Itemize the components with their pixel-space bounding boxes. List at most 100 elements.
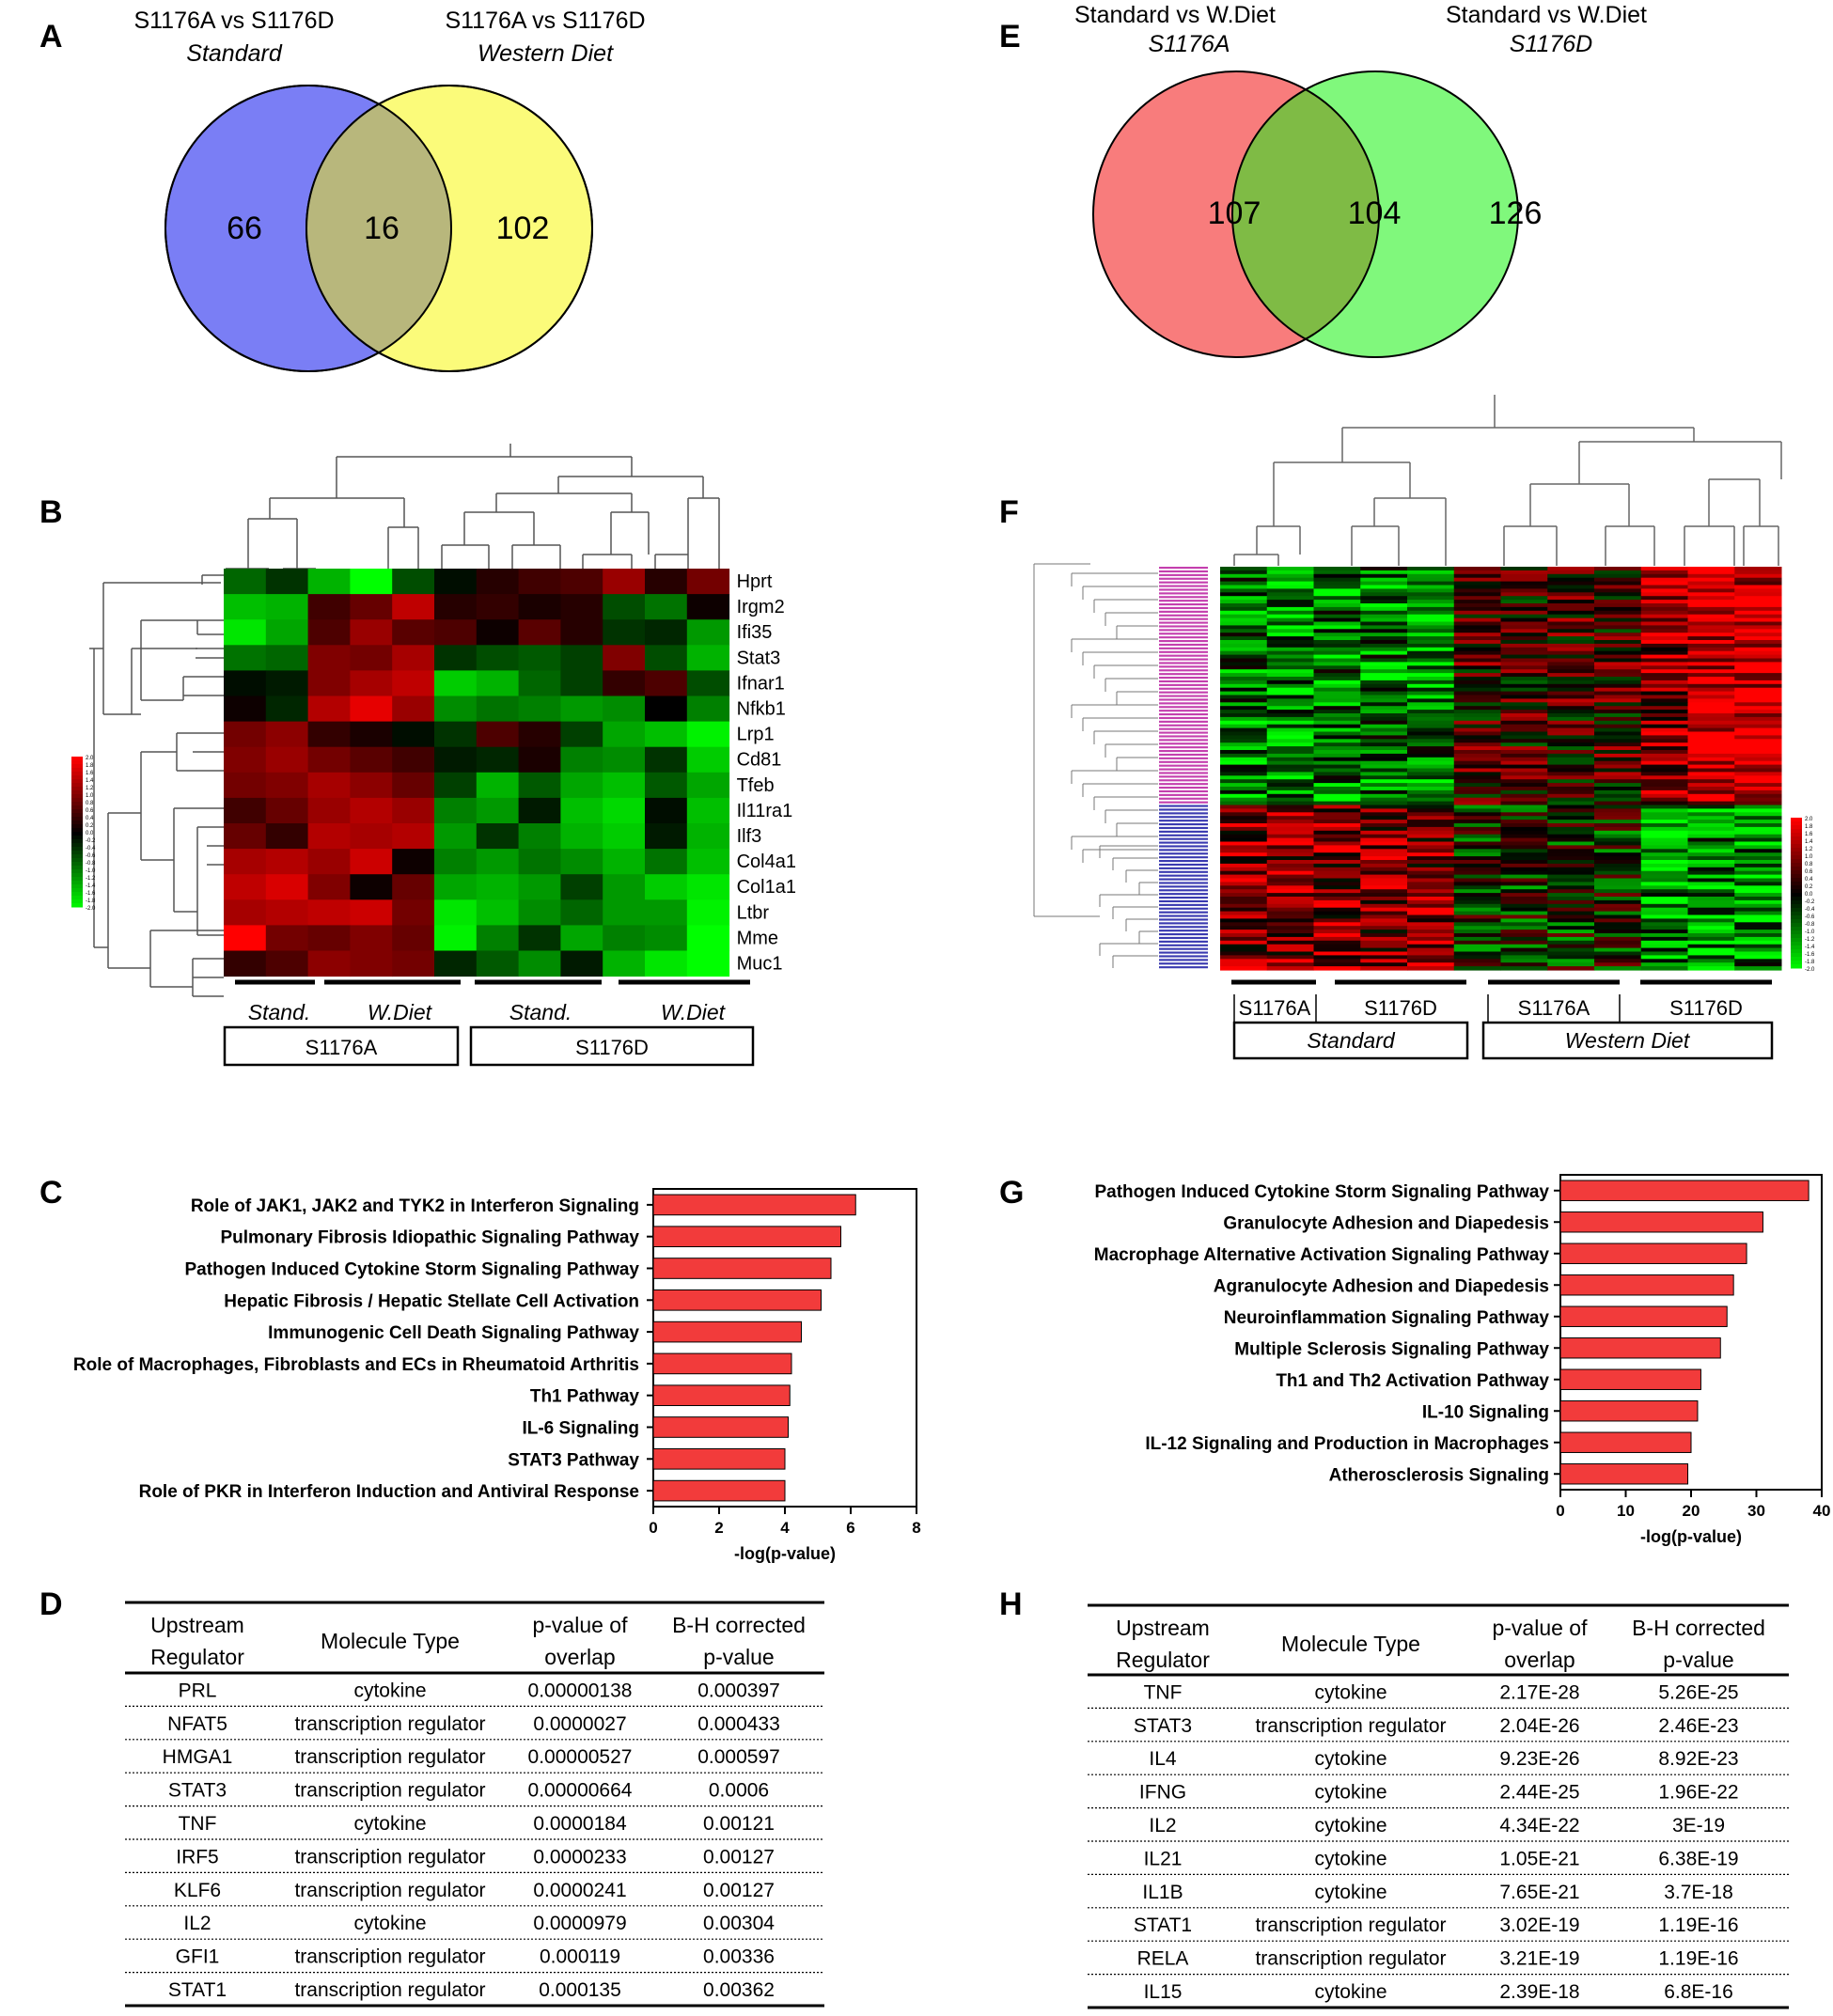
heatmap-cell [1313,947,1361,953]
colorbar-tick: 0.4 [86,816,94,821]
heatmap-cell [1687,687,1735,693]
heatmap-cell [1453,757,1501,762]
heatmap-cell [1687,947,1735,953]
colorbar-segment [71,757,83,761]
cluster-row-marker [1159,893,1208,896]
colorbar-segment [1791,930,1802,935]
heatmap-cell [1734,633,1782,637]
heatmap-cell [1500,962,1548,967]
heatmap-cell [1734,816,1782,820]
heatmap-cell [645,670,688,696]
heatmap-cell [1360,830,1408,836]
heatmap-cell [1407,959,1455,963]
category-label: Role of Macrophages, Fibroblasts and ECs… [73,1355,639,1375]
colorbar-tick: -0.8 [86,861,96,867]
heatmap-cell [1407,581,1455,586]
heatmap-cell [1220,882,1268,886]
colorbar-tick: 0.6 [86,808,94,814]
heatmap-cell [1407,606,1455,612]
dendrogram-branch [1116,757,1158,771]
heatmap-cell [686,874,730,900]
heatmap-cell [1687,764,1735,770]
cluster-row-marker [1159,852,1208,855]
cluster-row-marker [1159,870,1208,873]
heatmap-cell [1687,727,1735,733]
x-tick-label: 4 [780,1519,790,1537]
heatmap-cell [1500,966,1548,971]
heatmap-cell [1547,753,1595,758]
cluster-row-marker [1159,610,1208,613]
heatmap-cell [1547,614,1595,619]
heatmap-cell [1640,600,1688,604]
heatmap-cell [1734,820,1782,824]
heatmap-cell [1453,650,1501,656]
cluster-row-marker [1159,764,1208,767]
heatmap-cell [307,874,351,900]
heatmap-cell [1500,600,1548,604]
heatmap-cell [1500,617,1548,623]
heatmap-cell [1313,805,1361,809]
heatmap-cell [1734,600,1782,604]
colorbar-segment [1791,833,1802,837]
heatmap-cell [224,645,267,671]
heatmap-cell [1547,585,1595,589]
heatmap-cell [1453,665,1501,670]
heatmap-cell [1500,926,1548,930]
heatmap-cell [1734,951,1782,956]
heatmap-cell [1266,845,1314,850]
heatmap-cell [1407,812,1455,817]
heatmap-cell [1453,962,1501,967]
heatmap-cell [1453,933,1501,938]
heatmap-cell [1360,677,1408,681]
heatmap-cell [1547,669,1595,674]
venn-a-right-count: 102 [496,211,550,246]
heatmap-cell [1640,742,1688,747]
heatmap-cell [1547,911,1595,916]
heatmap-cell [1547,816,1595,820]
heatmap-cell [1640,669,1688,674]
heatmap-cell [1220,592,1268,597]
heatmap-cell [1360,805,1408,809]
heatmap-cell [1594,585,1642,589]
heatmap-cell [1313,867,1361,872]
heatmap-cell [1407,698,1455,703]
heatmap-cell [1594,669,1642,674]
panel-label-e: E [999,19,1021,55]
heatmap-cell [1594,933,1642,938]
heatmap-cell [1594,779,1642,784]
heatmap-cell [1547,695,1595,699]
heatmap-cell [1547,893,1595,898]
heatmap-cell [1594,567,1642,571]
heatmap-cell [1313,808,1361,813]
heatmap-cell [265,670,309,696]
heatmap-cell [1407,702,1455,707]
table-cell: 0.0000184 [533,1813,627,1835]
dendrogram-branch [1125,869,1158,883]
colorbar-segment [1791,912,1802,916]
heatmap-cell [1687,863,1735,868]
heatmap-cell [1687,856,1735,861]
heatmap-cell [1547,617,1595,623]
heatmap-cell [1640,856,1688,861]
heatmap-cell [1594,683,1642,689]
heatmap-cell [1734,867,1782,872]
heatmap-cell [1547,789,1595,795]
heatmap-cell [1407,951,1455,956]
colorbar-segment [71,903,83,908]
heatmap-cell [1266,695,1314,699]
heatmap-cell [1407,640,1455,645]
heatmap-cell [1360,757,1408,762]
heatmap-cell [1266,621,1314,626]
heatmap-cell [1687,636,1735,641]
dendrogram-branch [1112,955,1158,968]
colorbar-segment [71,858,83,863]
colorbar-segment [71,862,83,867]
heatmap-cell [392,645,435,671]
heatmap-cell [1547,914,1595,919]
heatmap-cell [1313,812,1361,817]
heatmap-cell [1500,856,1548,861]
heatmap-cell [1640,650,1688,656]
dendrogram-branch [1104,678,1158,692]
venn-e-overlap-region [1232,71,1379,357]
heatmap-cell [1220,860,1268,865]
